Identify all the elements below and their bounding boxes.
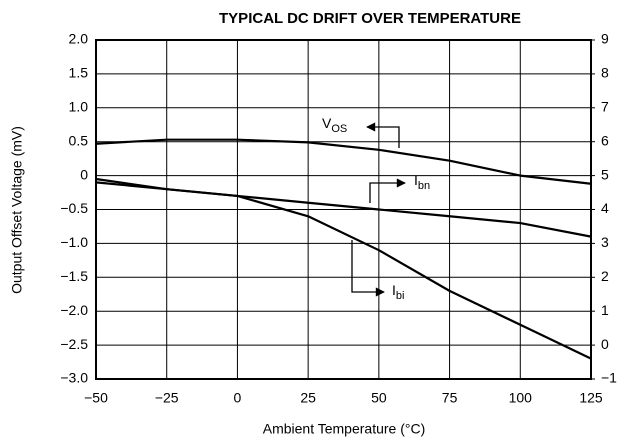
y2-tick-label: 5 (601, 166, 609, 182)
x-tick-label: 50 (371, 390, 387, 406)
label-main: I (392, 282, 396, 298)
y2-tick-label: −1 (601, 370, 617, 386)
label-sub: bn (418, 180, 430, 192)
y-tick-label: 2.0 (69, 31, 89, 47)
series-line (95, 177, 592, 360)
chart-title: TYPICAL DC DRIFT OVER TEMPERATURE (219, 10, 521, 27)
y2-tick-label: 7 (601, 99, 609, 115)
x-tick-label: 75 (442, 390, 458, 406)
series-label: VOS (322, 115, 347, 135)
y-tick-label: 1.0 (69, 99, 89, 115)
callout-arrow (366, 122, 400, 148)
y2-tick-label: 1 (601, 302, 609, 318)
label-sub: OS (331, 123, 347, 135)
y-tick-label: 0.5 (69, 132, 89, 148)
x-tick-label: 0 (234, 390, 242, 406)
x-tick-label: −25 (155, 390, 179, 406)
series-label: Ibn (414, 172, 430, 192)
x-tick-label: 125 (579, 390, 603, 406)
x-axis-label: Ambient Temperature (°C) (263, 421, 426, 437)
y2-tick-label: 2 (601, 268, 609, 284)
callout-arrow (369, 178, 406, 203)
y2-tick-label: 8 (601, 65, 609, 81)
y-tick-label: −3.0 (60, 370, 88, 386)
y2-tick-label: 6 (601, 132, 609, 148)
y2-tick-label: 4 (601, 200, 609, 216)
series-line (95, 138, 592, 185)
callout-arrow (351, 240, 385, 297)
y-tick-label: 1.5 (69, 65, 89, 81)
y-tick-label: −0.5 (60, 200, 88, 216)
y-tick-label: −2.5 (60, 336, 88, 352)
y-tick-label: −1.5 (60, 268, 88, 284)
plot-frame (95, 39, 592, 380)
x-tick-label: 25 (300, 390, 316, 406)
y2-tick-label: 9 (601, 31, 609, 47)
y-tick-label: 0 (80, 166, 88, 182)
y-tick-label: −1.0 (60, 234, 88, 250)
y2-tick-label: 0 (601, 336, 609, 352)
x-tick-label: 100 (509, 390, 533, 406)
series-label: Ibi (392, 282, 404, 302)
y-tick-label: −2.0 (60, 302, 88, 318)
y-axis-label: Output Offset Voltage (mV) (9, 126, 25, 294)
y2-tick-label: 3 (601, 234, 609, 250)
label-main: I (414, 172, 418, 188)
x-tick-label: −50 (84, 390, 108, 406)
label-main: V (322, 115, 332, 131)
label-sub: bi (396, 290, 405, 302)
